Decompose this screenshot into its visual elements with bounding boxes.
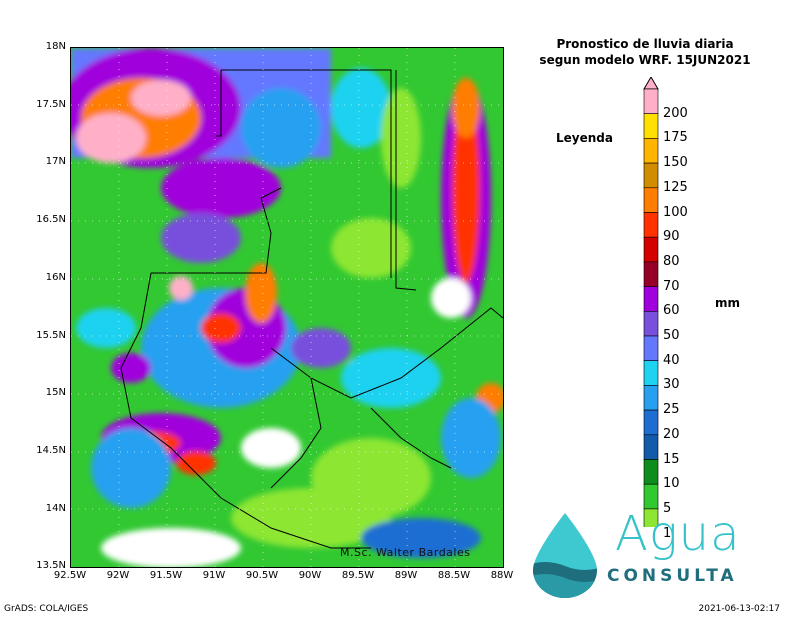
colorbar-swatch bbox=[643, 286, 659, 312]
lat-tick-label: 17.5N bbox=[36, 98, 66, 110]
timestamp: 2021-06-13-02:17 bbox=[698, 604, 781, 614]
title-line-1: Pronostico de lluvia diaria bbox=[556, 37, 734, 51]
lon-tick-label: 89.5W bbox=[341, 570, 375, 581]
lat-tick-label: 16N bbox=[45, 271, 66, 283]
lat-tick-label: 18N bbox=[45, 41, 66, 52]
lat-tick-label: 14.5N bbox=[36, 444, 66, 456]
colorbar-level-label: 1 bbox=[663, 525, 672, 541]
lon-tick-label: 91.5W bbox=[149, 570, 183, 581]
lat-tick-label: 15.5N bbox=[36, 329, 66, 341]
colorbar-swatch bbox=[643, 434, 659, 460]
colorbar-swatch bbox=[643, 138, 659, 164]
colorbar-swatch bbox=[643, 162, 659, 189]
colorbar-level-label: 5 bbox=[663, 500, 672, 516]
colorbar-swatch bbox=[643, 508, 659, 527]
lon-tick-label: 88.5W bbox=[437, 570, 471, 581]
colorbar-level-label: 15 bbox=[663, 451, 680, 467]
units-label: mm bbox=[715, 296, 741, 310]
legend-title: Leyenda bbox=[556, 131, 613, 145]
colorbar-swatch bbox=[643, 261, 659, 287]
water-drop-icon bbox=[533, 513, 597, 598]
logo-subtitle: CONSULTA bbox=[607, 566, 738, 586]
colorbar-swatch bbox=[643, 88, 659, 115]
colorbar-level-label: 10 bbox=[663, 476, 680, 492]
colorbar-level-label: 70 bbox=[663, 278, 680, 294]
colorbar-swatch bbox=[643, 212, 659, 238]
lon-tick-label: 89W bbox=[394, 570, 418, 581]
colorbar-arrow bbox=[643, 77, 659, 90]
colorbar-level-label: 30 bbox=[663, 377, 680, 393]
colorbar-level-label: 40 bbox=[663, 352, 680, 368]
lat-tick-label: 15N bbox=[45, 387, 66, 399]
lat-tick-label: 17N bbox=[45, 156, 66, 168]
country-borders bbox=[120, 69, 503, 549]
colorbar-swatch bbox=[643, 459, 659, 485]
title-line-2: segun modelo WRF. 15JUN2021 bbox=[539, 53, 751, 67]
colorbar-swatch bbox=[643, 360, 659, 386]
lon-tick-label: 91W bbox=[202, 570, 226, 581]
lon-tick-label: 90.5W bbox=[245, 570, 279, 581]
colorbar-swatch bbox=[643, 236, 659, 263]
colorbar-swatch bbox=[643, 311, 659, 337]
lon-tick-label: 92.5W bbox=[53, 570, 87, 581]
colorbar-level-label: 50 bbox=[663, 328, 680, 343]
colorbar-swatch bbox=[643, 335, 659, 362]
lon-tick-label: 90W bbox=[298, 570, 322, 581]
lon-tick-label: 92W bbox=[106, 570, 130, 581]
logo-word: Agua bbox=[615, 506, 741, 562]
colorbar-swatch bbox=[643, 409, 659, 436]
colorbar-level-label: 150 bbox=[663, 155, 688, 171]
grid bbox=[71, 48, 503, 567]
rainfall-field bbox=[71, 48, 503, 567]
colorbar-level-label: 80 bbox=[663, 253, 680, 269]
colorbar-level-label: 100 bbox=[663, 204, 688, 220]
map-title: Pronostico de lluvia diaria segun modelo… bbox=[520, 36, 770, 68]
colorbar-level-label: 200 bbox=[663, 105, 688, 121]
colorbar-level-label: 175 bbox=[663, 130, 688, 146]
author-credit: M.Sc. Walter Bardales bbox=[340, 546, 471, 559]
lat-tick-label: 14N bbox=[45, 502, 66, 514]
lat-tick-label: 16.5N bbox=[36, 214, 66, 226]
agua-consulta-logo: Agua CONSULTA bbox=[525, 506, 765, 598]
precipitation-map bbox=[70, 47, 504, 568]
colorbar-level-label: 125 bbox=[663, 179, 688, 195]
colorbar-swatch bbox=[643, 113, 659, 139]
lon-tick-label: 88W bbox=[490, 570, 514, 581]
colorbar-level-label: 25 bbox=[663, 402, 680, 418]
colorbar-level-label: 60 bbox=[663, 303, 680, 319]
colorbar-swatch bbox=[643, 187, 659, 213]
colorbar-level-label: 90 bbox=[663, 229, 680, 245]
lat-tick-label: 13.5N bbox=[36, 560, 66, 572]
grads-credit: GrADS: COLA/IGES bbox=[4, 604, 89, 614]
colorbar bbox=[643, 77, 659, 527]
colorbar-level-label: 20 bbox=[663, 426, 680, 442]
colorbar-swatch bbox=[643, 385, 659, 411]
